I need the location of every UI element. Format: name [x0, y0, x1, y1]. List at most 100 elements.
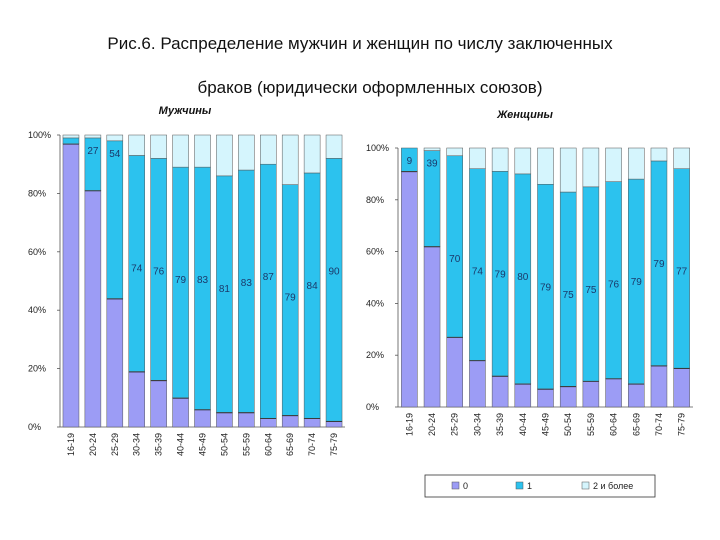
women-bar-50-54-s0: [559, 386, 577, 408]
men-bar-25-29-s1: [106, 140, 124, 299]
women-x-tick: 20-24: [427, 413, 437, 436]
women-bar-55-59-s2: [582, 147, 600, 188]
men-bar-55-59-s0: [238, 412, 255, 428]
men-data-label: 90: [328, 266, 340, 277]
women-data-label: 76: [608, 280, 620, 291]
women-bar-65-69-s2: [628, 147, 645, 180]
slide-title-line1: Рис.6. Распределение мужчин и женщин по …: [107, 34, 613, 53]
men-data-label: 81: [219, 284, 231, 295]
men-y-tick: 20%: [28, 364, 46, 374]
men-bar-35-39-s0: [150, 380, 167, 428]
men-x-tick: 45-49: [198, 433, 208, 456]
men-data-label: 84: [307, 281, 319, 292]
legend-label-1: 1: [527, 481, 532, 491]
men-bar-50-54-s2: [216, 134, 233, 177]
women-x-tick: 40-44: [518, 413, 528, 436]
women-y-tick: 100%: [366, 143, 389, 153]
women-y-tick: 0%: [366, 402, 379, 412]
women-bar-25-29-s0: [446, 336, 463, 408]
women-bar-25-29-s1: [446, 155, 463, 338]
legend-label-0: 0: [463, 481, 468, 491]
men-bar-55-59-s1: [238, 169, 255, 413]
men-y-tick: 80%: [28, 188, 46, 198]
men-bar-45-49-s2: [194, 134, 211, 168]
women-y-tick: 20%: [366, 350, 384, 360]
men-x-tick: 16-19: [66, 433, 76, 456]
men-bar-40-44-s0: [172, 397, 189, 428]
men-x-tick: 55-59: [241, 433, 251, 456]
women-x-tick: 25-29: [450, 413, 460, 436]
women-x-tick: 50-54: [563, 413, 573, 436]
men-x-tick: 40-44: [176, 433, 186, 456]
legend-swatch-2: [581, 481, 590, 490]
women-bar-75-79-s0: [673, 367, 690, 408]
men-bar-20-24-s0: [84, 190, 102, 428]
men-bar-75-79-s2: [325, 134, 343, 159]
men-bar-30-34-s2: [128, 134, 145, 156]
men-y-tick: 100%: [28, 130, 51, 140]
women-bar-60-64-s0: [605, 378, 622, 408]
men-data-label: 79: [175, 275, 187, 286]
women-bar-30-34-s0: [469, 360, 486, 408]
women-bar-60-64-s2: [605, 147, 622, 182]
women-data-label: 39: [426, 159, 438, 170]
women-x-tick: 35-39: [495, 413, 505, 436]
women-x-tick: 45-49: [541, 413, 551, 436]
women-data-label: 75: [563, 290, 575, 301]
women-bar-30-34-s1: [469, 168, 486, 361]
men-data-label: 83: [197, 275, 209, 286]
women-data-label: 79: [653, 259, 665, 270]
women-bar-70-74-s0: [650, 365, 668, 408]
men-bar-60-64-s0: [260, 417, 277, 428]
men-bar-45-49-s0: [194, 409, 211, 428]
women-bar-35-39-s0: [491, 375, 509, 408]
men-bar-65-69-s2: [281, 134, 299, 185]
men-bar-25-29-s2: [106, 134, 124, 142]
women-y-tick: 60%: [366, 247, 384, 257]
women-bar-55-59-s0: [582, 380, 600, 408]
men-bar-16-19-s1: [62, 137, 80, 145]
women-data-label: 80: [517, 272, 529, 283]
men-x-tick: 50-54: [219, 433, 229, 456]
men-bar-75-79-s1: [325, 158, 343, 422]
women-bar-35-39-s2: [491, 147, 509, 172]
women-bar-50-54-s2: [559, 147, 577, 193]
women-bar-16-19-s0: [401, 171, 418, 408]
women-bar-75-79-s2: [673, 147, 690, 169]
men-bar-16-19-s2: [62, 134, 80, 139]
women-x-tick: 65-69: [631, 413, 641, 436]
women-data-label: 79: [495, 269, 507, 280]
men-bar-65-69-s0: [281, 415, 299, 428]
women-x-tick: 16-19: [404, 413, 414, 436]
women-x-tick: 60-64: [609, 413, 619, 436]
men-bar-60-64-s1: [260, 163, 277, 419]
women-y-tick: 80%: [366, 195, 384, 205]
women-data-label: 70: [449, 254, 461, 265]
women-data-label: 79: [540, 282, 552, 293]
men-bar-30-34-s0: [128, 371, 145, 428]
men-chart-title: Мужчины: [159, 105, 212, 117]
men-x-tick: 60-64: [263, 433, 273, 456]
legend-swatch-1: [515, 481, 524, 490]
men-x-tick: 65-69: [285, 433, 295, 456]
men-data-label: 87: [263, 272, 275, 283]
women-data-label: 75: [585, 285, 597, 296]
men-bar-55-59-s2: [238, 134, 255, 171]
men-y-tick: 0%: [28, 422, 41, 432]
women-bar-20-24-s2: [423, 147, 441, 151]
women-x-tick: 30-34: [472, 413, 482, 436]
women-chart-title: Женщины: [496, 109, 553, 121]
women-x-tick: 55-59: [586, 413, 596, 436]
women-bar-45-49-s2: [537, 147, 554, 185]
men-x-tick: 25-29: [110, 433, 120, 456]
men-bar-60-64-s2: [260, 134, 277, 165]
men-bar-70-74-s0: [303, 417, 321, 428]
men-x-tick: 20-24: [88, 433, 98, 456]
women-data-label: 9: [407, 156, 413, 167]
legend-box: [424, 474, 656, 498]
men-bar-16-19-s0: [62, 143, 80, 428]
women-y-tick: 40%: [366, 298, 384, 308]
men-bar-25-29-s0: [106, 298, 124, 428]
women-bar-70-74-s2: [650, 147, 668, 162]
